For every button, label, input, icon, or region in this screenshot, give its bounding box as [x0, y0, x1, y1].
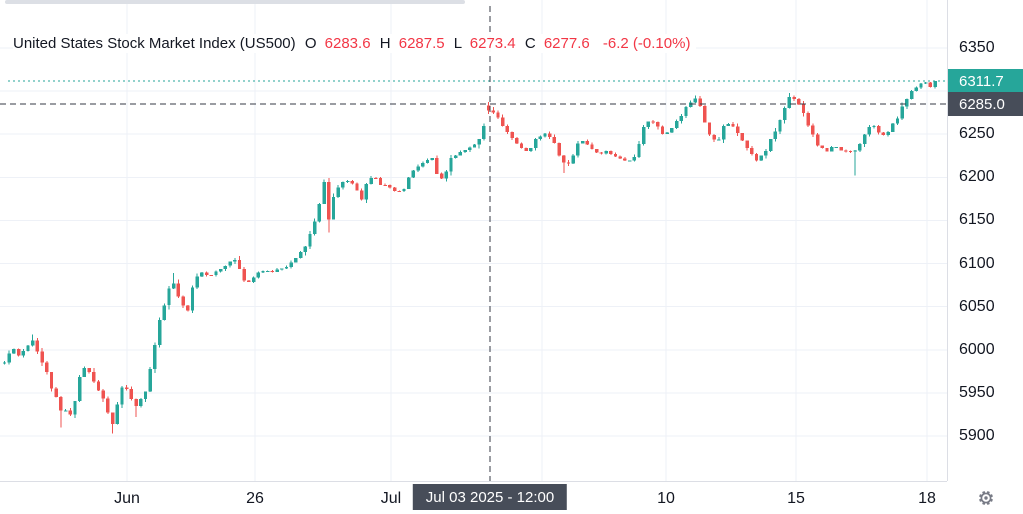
time-tick-label: Jul — [380, 490, 402, 507]
price-tick-label: 6350 — [959, 39, 995, 56]
price-tick-label: 6250 — [959, 125, 995, 142]
close-label: C — [524, 35, 536, 52]
settings-gear-icon[interactable] — [972, 484, 1000, 512]
last-price-badge: 6311.7 — [948, 69, 1023, 93]
crosshair-price-badge: 6285.0 — [948, 92, 1023, 116]
time-tick-label: Jun — [114, 490, 140, 507]
time-tick-label: 15 — [787, 490, 805, 507]
price-tick-label: 6100 — [959, 255, 995, 272]
price-tick-label: 5900 — [959, 427, 995, 444]
price-tick-label: 6200 — [959, 168, 995, 185]
crosshair-time-badge: Jul 03 2025 - 12:00 — [412, 484, 568, 510]
symbol-title: United States Stock Market Index (US500) — [13, 35, 296, 52]
time-tick-label: 10 — [657, 490, 675, 507]
open-label: O — [304, 35, 317, 52]
axis-corner — [948, 482, 1023, 514]
legend[interactable]: United States Stock Market Index (US500)… — [13, 34, 697, 53]
time-tick-label: 18 — [918, 490, 936, 507]
price-tick-label: 5950 — [959, 384, 995, 401]
high-label: H — [379, 35, 391, 52]
price-tick-label: 6050 — [959, 298, 995, 315]
price-tick-label: 6150 — [959, 211, 995, 228]
time-axis[interactable]: Jul 03 2025 - 12:00 Jun 26 Jul 10 15 18 — [0, 481, 947, 514]
pane-separator — [5, 0, 465, 4]
time-tick-label: 26 — [246, 490, 264, 507]
price-tick-label: 6000 — [959, 341, 995, 358]
low-label: L — [453, 35, 462, 52]
change-value: -6.2 (-0.10%) — [602, 35, 691, 52]
close-value: 6277.6 — [543, 35, 590, 52]
price-axis[interactable]: 6311.7 6285.0 6350 6250 6200 6150 6100 6050 60… — [947, 0, 1023, 481]
high-value: 6287.5 — [398, 35, 445, 52]
open-value: 6283.6 — [324, 35, 371, 52]
low-value: 6273.4 — [469, 35, 516, 52]
